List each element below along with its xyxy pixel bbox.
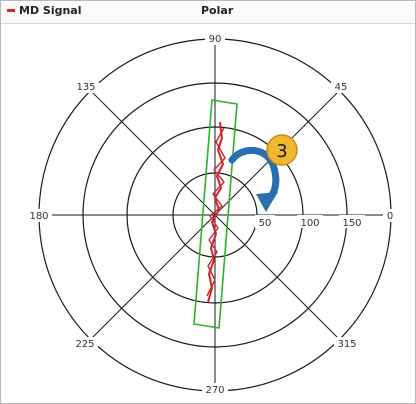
- angle-label-45: 45: [335, 82, 348, 93]
- md-signal-trace: [207, 121, 224, 303]
- step-badge: [266, 134, 298, 166]
- angle-label-270: 270: [205, 385, 224, 396]
- panel-header: MD Signal Polar: [1, 1, 415, 24]
- angle-label-180: 180: [29, 211, 48, 222]
- angle-label-135: 135: [76, 82, 95, 93]
- radial-label-50: 50: [259, 218, 272, 229]
- radial-label-100: 100: [300, 218, 319, 229]
- signal-bounding-box: [193, 99, 238, 329]
- angle-label-315: 315: [337, 339, 356, 350]
- legend: MD Signal: [7, 4, 82, 17]
- rotation-arrow-head: [256, 192, 278, 212]
- legend-swatch: [7, 9, 15, 12]
- legend-label: MD Signal: [19, 4, 82, 17]
- plot-title: Polar: [201, 4, 234, 17]
- angle-label-90: 90: [209, 34, 222, 45]
- angle-label-225: 225: [75, 339, 94, 350]
- step-badge-number: 3: [276, 141, 287, 162]
- angle-label-0: 0: [387, 211, 393, 222]
- md-signal-trace-secondary: [206, 127, 226, 297]
- radial-label-150: 150: [342, 218, 361, 229]
